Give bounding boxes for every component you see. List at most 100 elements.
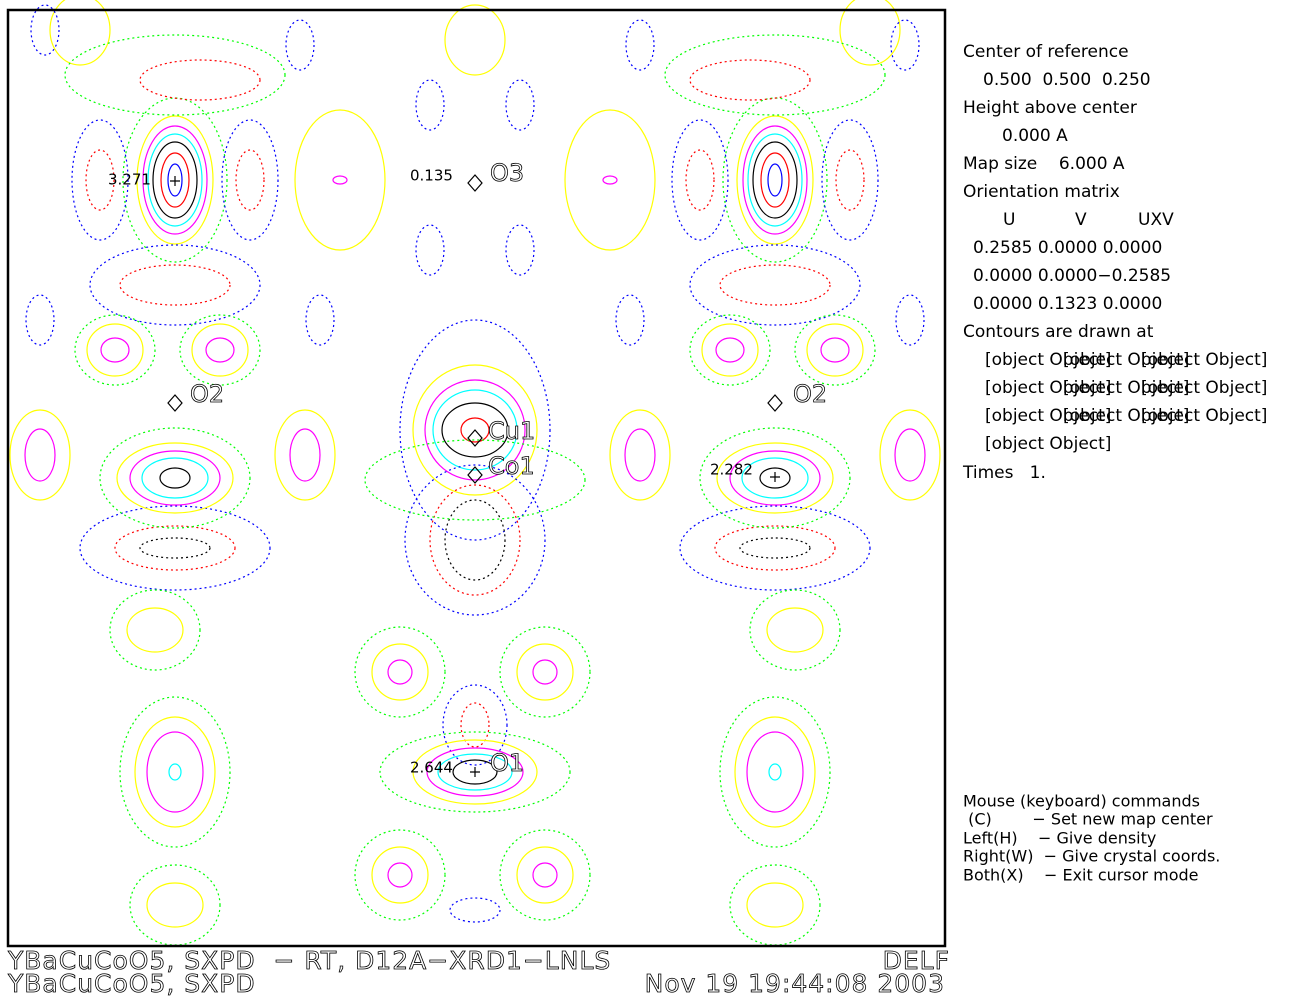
- contour: [126, 607, 184, 653]
- contour: [142, 125, 208, 235]
- contour-level: [object Object]: [985, 350, 1111, 370]
- contour: [109, 589, 201, 671]
- contour: [116, 442, 234, 514]
- contour: [99, 427, 251, 529]
- map-frame: [6, 8, 947, 948]
- contour: [24, 428, 56, 482]
- atom-label: O2: [190, 380, 224, 408]
- contour: [689, 244, 861, 326]
- contour: [30, 4, 60, 56]
- contour: [139, 59, 261, 101]
- contour: [399, 319, 551, 541]
- atom-label: O3: [490, 159, 524, 187]
- contour: [516, 846, 574, 904]
- contour: [159, 467, 191, 489]
- footer-tag: DELF: [883, 946, 950, 975]
- contour: [146, 882, 204, 928]
- contour: [404, 464, 546, 616]
- contour: [679, 505, 871, 591]
- contour: [701, 323, 759, 377]
- contour: [820, 337, 850, 363]
- contour: [532, 659, 558, 685]
- footer-title: YBaCuCoO5, SXPD: [7, 969, 256, 996]
- contour: [729, 450, 821, 506]
- contour: [602, 175, 618, 185]
- contour-level: [object Object]: [1063, 350, 1189, 370]
- contour: [119, 696, 231, 848]
- contour: [747, 133, 803, 227]
- peak-cross: [170, 176, 780, 777]
- contour: [689, 59, 811, 101]
- contour: [839, 0, 901, 66]
- panel-text: Height above center: [963, 98, 1137, 118]
- contour: [760, 152, 790, 208]
- footer-date: Nov 19 19:44:08 2003: [645, 969, 945, 996]
- contour: [739, 537, 811, 559]
- contour: [532, 862, 558, 888]
- contour: [294, 109, 386, 251]
- contour: [499, 829, 591, 921]
- contour: [505, 224, 535, 276]
- contour: [415, 224, 445, 276]
- contour: [424, 379, 526, 481]
- peak-label: 0.135: [410, 167, 453, 185]
- contour: [768, 763, 782, 781]
- contour: [609, 409, 671, 501]
- atom-label: O1: [490, 749, 524, 777]
- contour: [129, 450, 221, 506]
- contour: [85, 149, 115, 211]
- matrix-header: V: [1075, 210, 1087, 230]
- contour: [742, 125, 808, 235]
- contour-level: [object Object]: [1141, 378, 1267, 398]
- contour: [79, 505, 271, 591]
- contour: [615, 294, 645, 346]
- contour-level: [object Object]: [985, 406, 1111, 426]
- contour: [441, 402, 509, 458]
- contour: [564, 109, 656, 251]
- contour: [460, 702, 490, 748]
- peak-label: 2.282: [710, 461, 753, 479]
- contour: [664, 34, 886, 116]
- contour: [64, 34, 286, 116]
- contour: [444, 4, 506, 76]
- contour: [890, 19, 920, 71]
- contour: [160, 152, 190, 208]
- contour: [752, 141, 798, 219]
- contour: [119, 264, 231, 306]
- contour: [371, 643, 429, 701]
- contour: [146, 731, 204, 813]
- contour: [460, 417, 490, 443]
- contour: [895, 294, 925, 346]
- contour: [205, 337, 235, 363]
- contour: [624, 428, 656, 482]
- contour-levels: [object Object][object Object][object Ob…: [985, 350, 1267, 454]
- contour: [354, 626, 446, 718]
- contour: [767, 163, 783, 197]
- contour: [191, 323, 249, 377]
- panel-text: Times 1.: [962, 463, 1046, 483]
- contour: [235, 149, 265, 211]
- contour-level: [object Object]: [985, 434, 1111, 454]
- command-line: (C) − Set new map center: [963, 810, 1213, 829]
- contour: [74, 314, 156, 386]
- contour: [699, 427, 851, 529]
- contour: [671, 119, 729, 241]
- contour: [499, 626, 591, 718]
- atom-diamond: [167, 174, 783, 484]
- contour: [86, 323, 144, 377]
- contour-level: [object Object]: [1063, 406, 1189, 426]
- contour: [759, 467, 791, 489]
- contour: [835, 149, 865, 211]
- contour: [147, 133, 203, 227]
- contour: [449, 897, 501, 923]
- contour: [432, 389, 518, 471]
- matrix-row: 0.0000 0.0000−0.2585: [973, 266, 1171, 286]
- matrix-row: 0.2585 0.0000 0.0000: [973, 238, 1162, 258]
- contour: [274, 409, 336, 501]
- contour: [152, 141, 198, 219]
- contour: [766, 607, 824, 653]
- panel-text: Orientation matrix: [963, 182, 1120, 202]
- contour: [719, 696, 831, 848]
- contour: [168, 763, 182, 781]
